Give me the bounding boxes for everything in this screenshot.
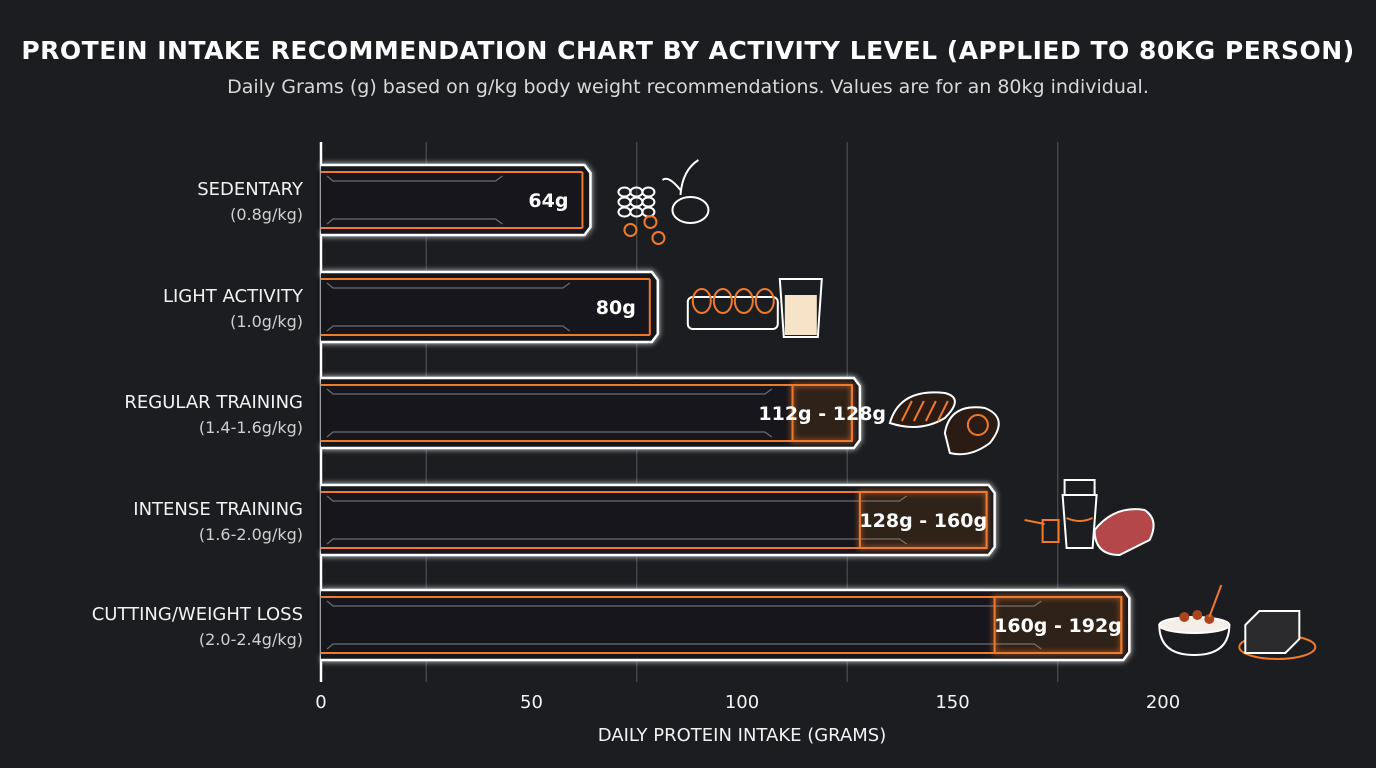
category-label: LIGHT ACTIVITY xyxy=(163,286,304,307)
bar-outline xyxy=(321,376,862,450)
bar-bevel xyxy=(326,325,571,332)
shaker-beef-icon xyxy=(1024,479,1155,557)
bar-value-label: 160g - 192g xyxy=(994,615,1122,637)
bar-value-label: 128g - 160g xyxy=(859,510,987,532)
grill-mark xyxy=(936,400,949,422)
category-rate-label: (1.6-2.0g/kg) xyxy=(199,525,303,544)
category-label: CUTTING/WEIGHT LOSS xyxy=(92,604,303,625)
shaker-shape xyxy=(1061,479,1098,549)
grill-mark xyxy=(912,400,925,422)
salmon-rings xyxy=(966,414,989,436)
x-axis-label: DAILY PROTEIN INTAKE (GRAMS) xyxy=(598,725,887,746)
salmon-steak-shape xyxy=(943,406,1000,456)
lentil-shape xyxy=(641,186,656,198)
grill-mark xyxy=(900,400,913,422)
category-rate-label: (1.4-1.6g/kg) xyxy=(199,418,303,437)
x-tick-label: 100 xyxy=(725,692,759,713)
grill-mark xyxy=(924,400,937,422)
bar-bevel xyxy=(326,388,773,395)
milk-shape xyxy=(784,295,817,335)
bar-outline xyxy=(321,588,1131,662)
category-rate-label: (0.8g/kg) xyxy=(230,205,303,224)
egg-shape xyxy=(733,288,754,314)
lentil-shape xyxy=(641,206,656,218)
category-label: INTENSE TRAINING xyxy=(133,499,303,520)
bar-range-segment xyxy=(993,596,1123,654)
category-rate-label: (1.0g/kg) xyxy=(230,312,303,331)
shaker-liquid xyxy=(1066,517,1094,522)
bar-bevel xyxy=(326,175,503,182)
lentil-shape xyxy=(641,196,656,208)
eggs-milk-icon xyxy=(686,278,823,338)
egg-shape xyxy=(712,288,733,314)
glass-shape xyxy=(778,278,823,338)
bar-outline xyxy=(321,483,996,557)
x-tick-label: 200 xyxy=(1146,692,1180,713)
lentil-shape xyxy=(617,186,632,198)
scoop-shape xyxy=(1024,519,1060,543)
berry-shape xyxy=(1192,610,1203,620)
bar-value-label: 112g - 128g xyxy=(758,403,886,425)
bar-range-segment xyxy=(791,384,853,442)
yogurt-bowl-shape xyxy=(1158,624,1231,657)
berry-shape xyxy=(1179,612,1190,622)
lentil-shape xyxy=(617,206,632,218)
bean-shape xyxy=(671,196,710,224)
egg-carton-shape xyxy=(686,296,779,330)
bar-bevel xyxy=(326,431,773,438)
bar-outline xyxy=(321,270,660,344)
yogurt-tofu-icon xyxy=(1158,584,1317,660)
berry-shape xyxy=(1204,614,1215,624)
bar-outline xyxy=(321,163,592,237)
egg-shape xyxy=(754,288,775,314)
bar-bevel xyxy=(326,282,571,289)
bar-sedentary xyxy=(321,163,592,237)
bar-light-activity xyxy=(321,270,660,344)
bar-bevel xyxy=(326,218,503,225)
leaf-shape xyxy=(661,159,699,196)
lentil-shape xyxy=(643,215,658,229)
bar-intense-training xyxy=(321,483,996,557)
chart-subtitle: Daily Grams (g) based on g/kg body weigh… xyxy=(227,76,1149,98)
bar-range-segment xyxy=(858,491,988,549)
bar-cutting-weight-loss xyxy=(321,588,1131,662)
yogurt-shape xyxy=(1158,616,1231,634)
beef-shape xyxy=(1093,508,1155,557)
category-label: SEDENTARY xyxy=(197,179,304,200)
bar-value-label: 64g xyxy=(528,190,568,212)
egg-shape xyxy=(691,288,712,314)
tofu-shape xyxy=(1244,610,1301,654)
category-label: REGULAR TRAINING xyxy=(124,392,303,413)
chart-title: PROTEIN INTAKE RECOMMENDATION CHART BY A… xyxy=(21,36,1355,65)
spoon-shape xyxy=(1208,584,1223,618)
lentil-shape xyxy=(617,196,632,208)
chicken-breast-shape xyxy=(888,391,956,428)
chicken-salmon-icon xyxy=(888,391,1000,456)
category-rate-label: (2.0-2.4g/kg) xyxy=(199,630,303,649)
bar-regular-training xyxy=(321,376,862,450)
x-tick-label: 150 xyxy=(935,692,969,713)
x-tick-label: 50 xyxy=(520,692,543,713)
bar-value-label: 80g xyxy=(596,297,636,319)
x-tick-label: 0 xyxy=(315,692,326,713)
lentil-shape xyxy=(623,223,638,237)
beans-lentils-icon xyxy=(617,159,710,245)
lentil-shape xyxy=(651,231,666,245)
